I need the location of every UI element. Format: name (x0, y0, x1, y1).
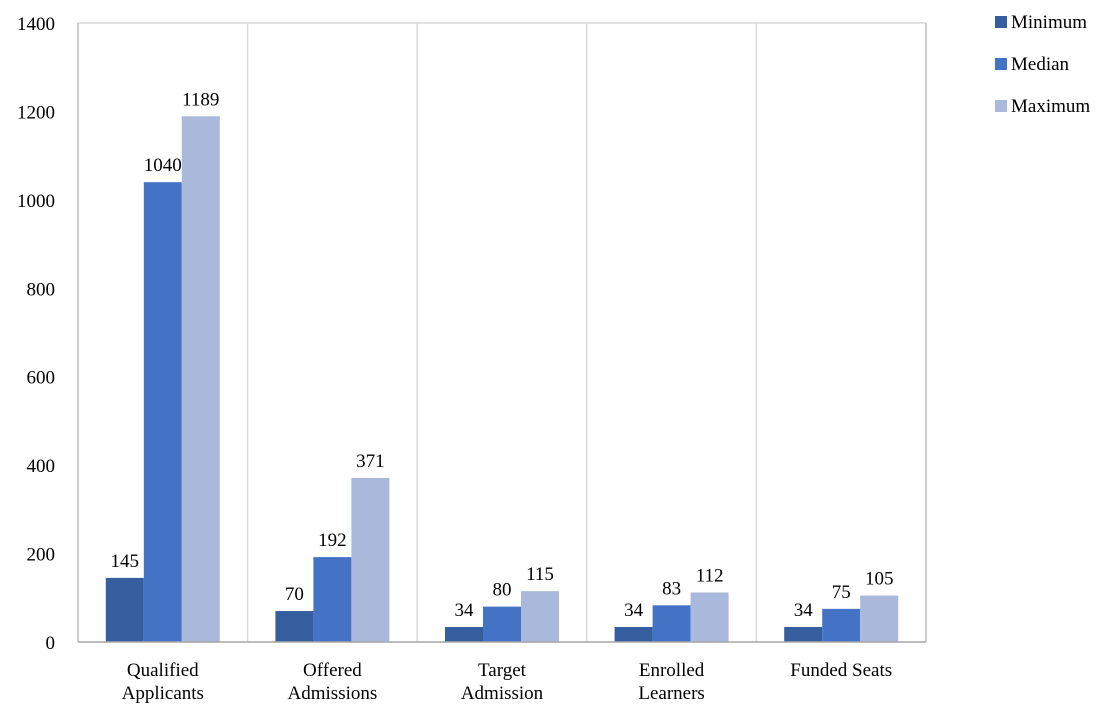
legend-item-median: Median (995, 54, 1070, 75)
bar-minimum (445, 626, 483, 642)
data-label: 75 (832, 582, 851, 603)
legend-label: Minimum (1011, 12, 1087, 33)
y-tick-label: 1200 (17, 102, 55, 123)
category-label-line: Target (478, 660, 527, 681)
y-tick-label: 800 (27, 279, 56, 300)
bar-minimum (275, 611, 314, 642)
category-label-line: Funded Seats (790, 660, 892, 681)
legend-swatch (995, 100, 1007, 112)
category-label-line: Enrolled (639, 660, 705, 681)
data-label: 115 (526, 564, 554, 585)
data-label: 80 (493, 580, 512, 601)
bar-median (483, 606, 521, 642)
bar-minimum (784, 626, 823, 642)
category-label-line: Offered (303, 660, 362, 681)
data-label: 145 (111, 551, 140, 572)
data-label: 70 (285, 584, 304, 605)
y-tick-label: 0 (46, 633, 56, 654)
legend-label: Median (1011, 54, 1070, 75)
y-tick-label: 200 (27, 545, 56, 566)
legend-label: Maximum (1011, 96, 1090, 117)
legend: Minimum Median Maximum (995, 12, 1090, 117)
data-label: 105 (865, 569, 894, 590)
y-tick-label: 600 (27, 368, 56, 389)
bar-minimum (105, 577, 144, 642)
category-label-line: Admissions (288, 683, 378, 704)
y-tick-label: 400 (27, 456, 56, 477)
data-label: 1040 (144, 155, 182, 176)
legend-item-minimum: Minimum (995, 12, 1087, 33)
category-label: Offered Admissions (288, 660, 378, 704)
bar-median (143, 182, 182, 642)
legend-item-maximum: Maximum (995, 96, 1090, 117)
axis-layer: 0 200 400 600 800 1000 1200 1400 Qualified Applic… (17, 14, 926, 704)
data-label: 34 (624, 600, 644, 621)
grid-layer (77, 22, 927, 642)
bar-maximum (690, 592, 729, 642)
category-label: Target Admission (461, 660, 544, 704)
bar-median (822, 608, 861, 642)
data-label: 371 (356, 451, 385, 472)
category-label-line: Learners (638, 683, 704, 704)
data-label: 192 (318, 530, 347, 551)
data-label: 112 (696, 565, 724, 586)
bar-maximum (521, 591, 559, 642)
legend-swatch (995, 58, 1007, 70)
bar-median (313, 557, 352, 642)
category-label: Qualified Applicants (122, 660, 204, 704)
data-label: 83 (662, 578, 681, 599)
bar-maximum (181, 116, 220, 643)
bar-maximum (351, 477, 390, 642)
legend-swatch (995, 16, 1007, 28)
category-label: Funded Seats (790, 660, 892, 681)
category-label-line: Qualified (127, 660, 199, 681)
bar-maximum (860, 595, 899, 642)
bars-layer (105, 116, 899, 643)
y-tick-label: 1000 (17, 191, 55, 212)
category-label: Enrolled Learners (638, 660, 704, 704)
data-label: 34 (794, 600, 814, 621)
data-label: 1189 (182, 89, 219, 110)
y-tick-label: 1400 (17, 14, 55, 35)
bar-minimum (614, 626, 653, 642)
labels-layer: 145 1040 1189 70 192 371 34 80 115 34 83 112 34 75 105 (111, 89, 894, 621)
bar-median (652, 605, 691, 642)
data-label: 34 (455, 600, 475, 621)
category-label-line: Admission (461, 683, 544, 704)
category-label-line: Applicants (122, 683, 204, 704)
